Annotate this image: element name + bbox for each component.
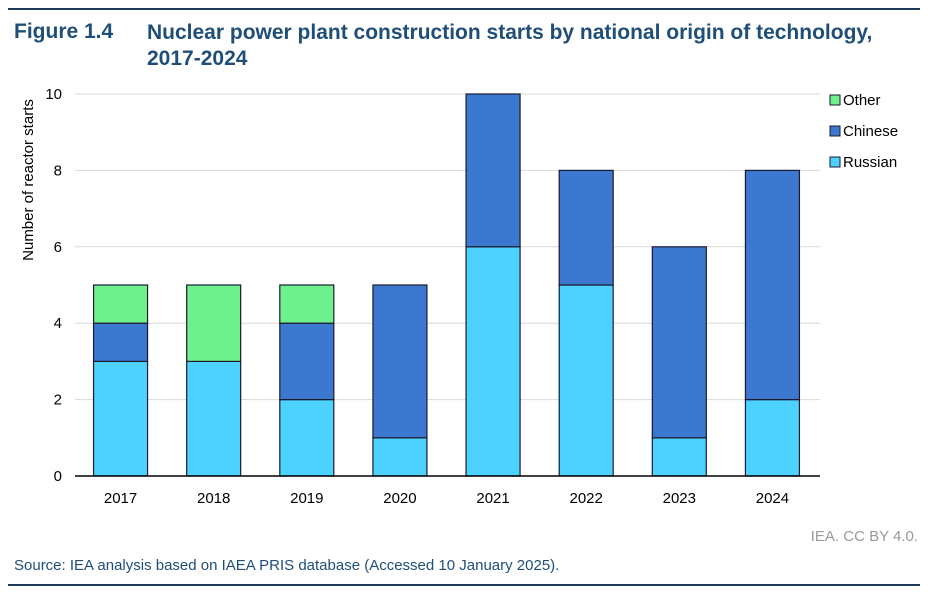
- x-tick-label: 2023: [663, 490, 696, 507]
- bar-russian-2017: [92, 360, 149, 477]
- license-credit: IEA. CC BY 4.0.: [810, 528, 918, 545]
- x-tick-label: 2018: [197, 490, 230, 507]
- x-tick-label: 2017: [104, 490, 137, 507]
- y-tick-label: 6: [54, 239, 62, 256]
- bar-russian-2021: [465, 246, 521, 477]
- legend-label-chinese: Chinese: [843, 123, 898, 140]
- bar-chinese-2023: [651, 246, 707, 439]
- bar-chinese-2021: [465, 93, 521, 248]
- y-tick-label: 4: [54, 315, 62, 332]
- bar-other-2018: [186, 284, 242, 363]
- legend-swatch-other: [829, 94, 841, 106]
- bar-other-2019: [279, 284, 335, 324]
- top-rule: [8, 8, 920, 10]
- legend-label-other: Other: [843, 92, 881, 109]
- x-tick-label: 2024: [756, 490, 789, 507]
- y-tick-label: 8: [54, 162, 62, 179]
- bar-russian-2018: [186, 360, 242, 477]
- bar-russian-2023: [651, 437, 707, 477]
- bar-chinese-2020: [372, 284, 428, 439]
- bar-russian-2022: [558, 284, 614, 477]
- legend-swatch-chinese: [829, 125, 841, 137]
- bar-chinese-2024: [744, 169, 801, 401]
- bar-russian-2024: [744, 399, 801, 477]
- x-tick-label: 2022: [570, 490, 603, 507]
- bottom-rule: [8, 584, 920, 586]
- bar-chinese-2019: [279, 322, 335, 401]
- figure-number: Figure 1.4: [14, 20, 114, 43]
- source-note: Source: IEA analysis based on IAEA PRIS …: [14, 557, 560, 574]
- x-tick-label: 2020: [383, 490, 416, 507]
- legend-swatch-russian: [829, 156, 841, 168]
- bar-chinese-2017: [92, 322, 149, 363]
- y-tick-label: 0: [54, 468, 62, 485]
- bar-russian-2020: [372, 437, 428, 477]
- y-axis-label: Number of reactor starts: [20, 99, 37, 261]
- x-tick-label: 2021: [476, 490, 509, 507]
- legend-label-russian: Russian: [843, 154, 897, 171]
- bar-other-2017: [92, 284, 149, 324]
- figure-title: Nuclear power plant construction starts …: [147, 21, 873, 70]
- y-tick-label: 2: [54, 392, 62, 409]
- bar-russian-2019: [279, 399, 335, 477]
- x-tick-label: 2019: [290, 490, 323, 507]
- bar-chinese-2022: [558, 169, 614, 286]
- y-tick-label: 10: [45, 86, 62, 103]
